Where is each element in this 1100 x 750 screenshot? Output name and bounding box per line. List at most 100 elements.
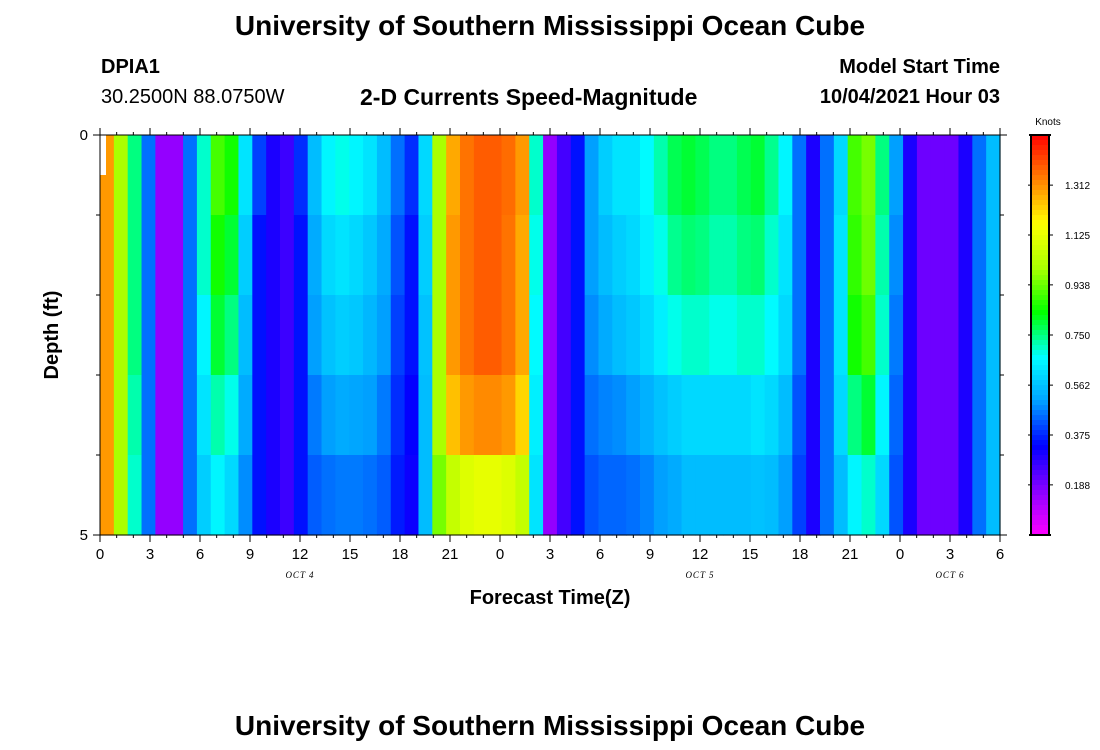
heatmap-cell (764, 215, 780, 296)
heatmap-cell (667, 375, 683, 456)
heatmap-cell (127, 375, 143, 456)
heatmap-cell (224, 135, 240, 216)
heatmap-cell (875, 455, 890, 536)
heatmap-cell (764, 295, 780, 376)
heatmap-cell (169, 295, 184, 376)
heatmap-cell (432, 295, 447, 376)
heatmap-cell (598, 215, 613, 296)
heatmap-cell (778, 135, 793, 216)
heatmap-cell (280, 135, 295, 216)
heatmap-cell (196, 215, 212, 296)
chart-axes: 0 3 6 9 12 15 18 21 0 3 6 9 12 15 18 21 0 3 6 OCT 4 OCT 5 OCT… (80, 127, 1007, 580)
heatmap-cell (709, 215, 724, 296)
heatmap-cell (418, 135, 433, 216)
heatmap-cell (667, 455, 683, 536)
heatmap-cell (972, 215, 987, 296)
colorbar-tick-label: 1.125 (1065, 231, 1090, 242)
colorbar-segment (1031, 400, 1049, 406)
heatmap-cell (529, 375, 544, 456)
heatmap-cell (806, 135, 821, 216)
y-tick-label: 5 (80, 527, 88, 544)
colorbar-segment (1031, 135, 1049, 141)
colorbar-segment (1031, 285, 1049, 291)
heatmap-cell (972, 375, 987, 456)
heatmap-cell (100, 455, 115, 536)
colorbar-segment (1031, 205, 1049, 211)
heatmap-cell (861, 375, 876, 456)
heatmap-cell (155, 295, 170, 376)
heatmap-cell (515, 215, 530, 296)
heatmap-cell (833, 455, 849, 536)
heatmap-cell (570, 295, 586, 376)
colorbar-segment (1031, 265, 1049, 271)
x-tick-label: 0 (496, 546, 504, 563)
heatmap-cell (986, 375, 1001, 456)
heatmap-cell (556, 215, 572, 296)
heatmap-cell (626, 455, 641, 536)
heatmap-cell (307, 295, 323, 376)
heatmap-cell (916, 375, 932, 456)
colorbar-segment (1031, 185, 1049, 191)
heatmap-cell (390, 135, 406, 216)
colorbar-segment (1031, 495, 1049, 501)
heatmap-cell (930, 455, 946, 536)
heatmap-cell (612, 135, 627, 216)
heatmap-cell (681, 135, 696, 216)
heatmap-cell (723, 455, 738, 536)
heatmap-cell (958, 135, 973, 216)
heatmap-cell (958, 215, 973, 296)
heatmap-cell (653, 295, 669, 376)
x-tick-label: 6 (996, 546, 1004, 563)
colorbar-segment (1031, 385, 1049, 391)
heatmap-cell (958, 295, 973, 376)
heatmap-cell (349, 455, 364, 536)
heatmap-cell (390, 295, 406, 376)
heatmap-cell (861, 215, 876, 296)
heatmap-cell (736, 215, 752, 296)
heatmap-cell (584, 455, 600, 536)
colorbar-segment (1031, 305, 1049, 311)
heatmap-cell (169, 135, 184, 216)
heatmap-cell (556, 375, 572, 456)
heatmap-cell (640, 135, 655, 216)
model-start-value: 10/04/2021 Hour 03 (819, 86, 1000, 108)
heatmap-cell (792, 455, 807, 536)
heatmap-cell (321, 135, 336, 216)
heatmap-cell (100, 135, 106, 175)
heatmap-cell (404, 375, 420, 456)
heatmap-cell (293, 295, 309, 376)
heatmap-cell (196, 135, 212, 216)
model-start-label: Model Start Time (839, 56, 1000, 78)
x-tick-label: 3 (946, 546, 954, 563)
heatmap-cell (930, 215, 946, 296)
heatmap-cell (183, 455, 198, 536)
heatmap-cell (833, 375, 849, 456)
heatmap-cell (446, 455, 461, 536)
colorbar-tick-label: 0.375 (1065, 431, 1090, 442)
heatmap-cell (653, 135, 669, 216)
colorbar-segment (1031, 335, 1049, 341)
heatmap-cell (584, 135, 600, 216)
heatmap-cell (446, 375, 461, 456)
heatmap-cell (169, 455, 184, 536)
heatmap-cell (473, 295, 489, 376)
heatmap-cell (736, 295, 752, 376)
colorbar-segment (1031, 275, 1049, 281)
heatmap-cell (169, 375, 184, 456)
colorbar-segment (1031, 520, 1049, 526)
heatmap-cell (376, 215, 392, 296)
heatmap-cell (363, 215, 378, 296)
heatmap-cell (972, 455, 987, 536)
heatmap-cell (280, 375, 295, 456)
heatmap-cell (252, 455, 267, 536)
colorbar-segment (1031, 290, 1049, 296)
heatmap-cell (501, 295, 516, 376)
heatmap-cell (653, 215, 669, 296)
heatmap-cell (861, 295, 876, 376)
heatmap-cell (640, 215, 655, 296)
heatmap-cell (224, 375, 240, 456)
colorbar-tick-label: 0.750 (1065, 331, 1090, 342)
heatmap-cell (584, 215, 600, 296)
colorbar-segment (1031, 415, 1049, 421)
heatmap-cell (252, 215, 267, 296)
